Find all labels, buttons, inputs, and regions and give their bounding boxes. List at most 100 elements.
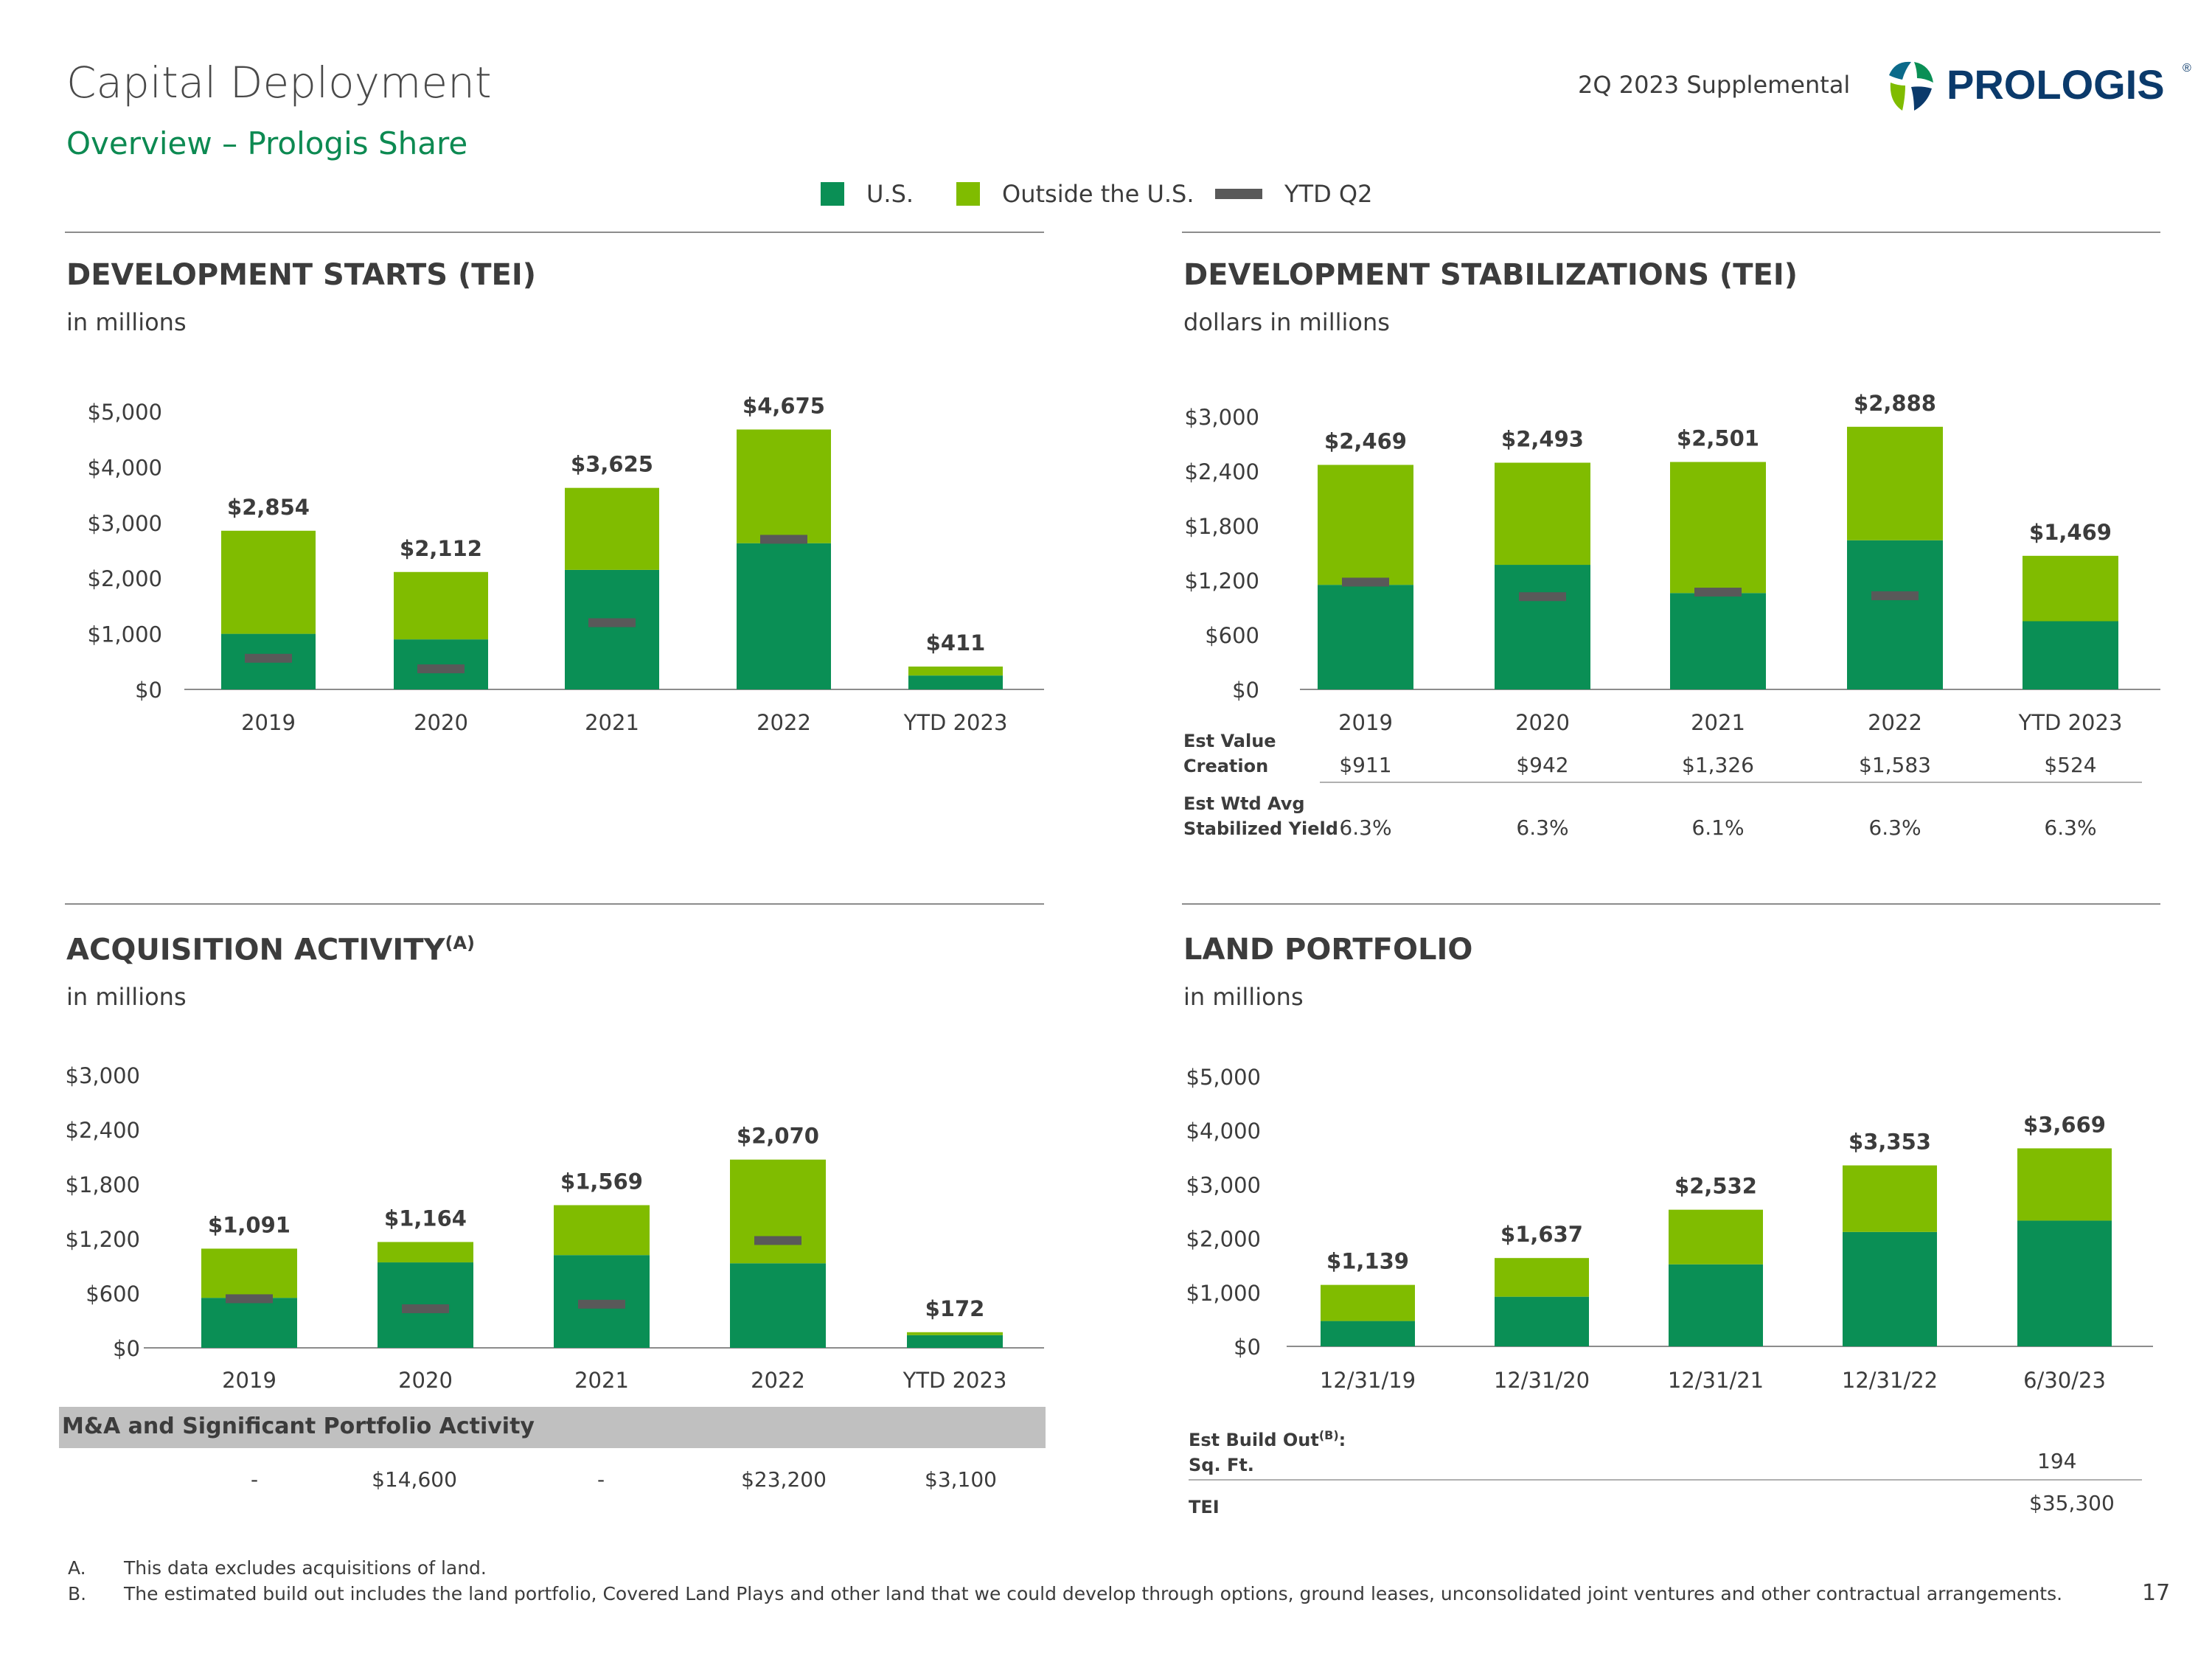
acq-units: in millions bbox=[66, 983, 187, 1011]
acq-ytick-label: $3,000 bbox=[66, 1063, 140, 1088]
land-ytick-label: $3,000 bbox=[1186, 1172, 1261, 1197]
dev_starts-bar-outside bbox=[908, 667, 1003, 676]
acq-category-label: YTD 2023 bbox=[902, 1368, 1007, 1393]
dev_stab-ytick-label: $3,000 bbox=[1185, 405, 1259, 430]
dev_stab-bar-outside bbox=[2023, 555, 2118, 622]
acq-bar-outside bbox=[378, 1242, 473, 1263]
stab-value-creation-cell: $911 bbox=[1339, 753, 1392, 777]
registered-mark: ® bbox=[2183, 62, 2191, 74]
legend-ytd: YTD Q2 bbox=[1215, 180, 1372, 208]
land-bar-us bbox=[1843, 1231, 1937, 1346]
dev_starts-total-label: $2,112 bbox=[400, 536, 482, 561]
acq-bar-outside bbox=[730, 1159, 826, 1264]
dev_stab-bar-outside bbox=[1318, 465, 1413, 585]
land-tei-value: $35,300 bbox=[2029, 1491, 2115, 1515]
acq-total-label: $2,070 bbox=[737, 1124, 819, 1149]
dev_stab-ytick-label: $1,200 bbox=[1185, 568, 1259, 594]
dev-stab-heading: DEVELOPMENT STABILIZATIONS (TEI) bbox=[1183, 258, 1798, 292]
acq-total-label: $1,569 bbox=[560, 1169, 643, 1194]
land-bar-us bbox=[1495, 1296, 1589, 1346]
dev_stab-bar-us bbox=[1495, 565, 1590, 689]
dev_starts-ytick-label: $5,000 bbox=[88, 400, 162, 425]
prologis-globe-icon bbox=[1886, 61, 1933, 111]
dev_starts-total-label: $4,675 bbox=[742, 394, 825, 419]
legend-outside: Outside the U.S. bbox=[956, 180, 1194, 208]
land-table-divider bbox=[1189, 1479, 2142, 1481]
footnote-b-text: The estimated build out includes the lan… bbox=[124, 1583, 2063, 1604]
page-title: Capital Deployment bbox=[66, 58, 492, 108]
land-ytick-label: $4,000 bbox=[1186, 1119, 1261, 1144]
land-bar-us bbox=[1669, 1264, 1763, 1346]
acq-ytick-label: $1,800 bbox=[66, 1172, 140, 1197]
land-units: in millions bbox=[1183, 983, 1304, 1011]
dev_stab-total-label: $2,493 bbox=[1501, 427, 1584, 452]
ma-activity-band bbox=[59, 1407, 1046, 1448]
section-rule-top-left bbox=[65, 232, 1044, 233]
land-sqft-value: 194 bbox=[2037, 1449, 2077, 1473]
land-bar-us bbox=[2017, 1220, 2112, 1346]
land-table-label-tei: TEI bbox=[1189, 1497, 1220, 1517]
dev_starts-ytd-marker bbox=[417, 664, 465, 674]
land-bar-outside bbox=[2017, 1148, 2112, 1221]
dev_starts-total-label: $2,854 bbox=[227, 495, 310, 520]
dev_starts-ytick-label: $2,000 bbox=[88, 566, 162, 591]
dev_stab-bar-outside bbox=[1847, 426, 1943, 540]
dev-starts-units: in millions bbox=[66, 308, 187, 336]
stab-yield-cell: 6.1% bbox=[1691, 815, 1745, 840]
land-bar-us bbox=[1321, 1321, 1415, 1346]
dev_stab-ytd-marker bbox=[1342, 577, 1389, 587]
dev_stab-ytick-label: $2,400 bbox=[1185, 459, 1259, 484]
ma-activity-cell: - bbox=[597, 1467, 605, 1492]
dev_starts-ytick-label: $0 bbox=[135, 678, 162, 703]
dev_stab-category-label: YTD 2023 bbox=[2018, 710, 2123, 735]
acq-category-label: 2019 bbox=[222, 1368, 276, 1393]
dev_starts-bar-outside bbox=[221, 530, 316, 634]
land-ytick-label: $0 bbox=[1234, 1335, 1261, 1360]
dev_starts-ytick-label: $3,000 bbox=[88, 511, 162, 536]
acq-total-label: $1,164 bbox=[384, 1206, 467, 1231]
dev_stab-total-label: $2,469 bbox=[1324, 428, 1407, 453]
acq-ytick-label: $2,400 bbox=[66, 1118, 140, 1143]
land-total-label: $3,353 bbox=[1848, 1130, 1931, 1155]
dev_stab-total-label: $2,501 bbox=[1677, 426, 1759, 451]
legend-us: U.S. bbox=[821, 180, 914, 208]
dev_starts-bar-us bbox=[565, 569, 659, 689]
dev_stab-ytd-marker bbox=[1871, 591, 1919, 600]
footnote-b-marker: B. bbox=[68, 1583, 87, 1604]
acq-ytd-marker bbox=[754, 1236, 801, 1245]
land-bar-outside bbox=[1843, 1165, 1937, 1232]
ma-activity-cell: $23,200 bbox=[741, 1467, 827, 1492]
dev_starts-category-label: 2020 bbox=[414, 710, 468, 735]
dev_stab-ytd-marker bbox=[1694, 588, 1742, 597]
land-ytick-label: $2,000 bbox=[1186, 1227, 1261, 1252]
land-ytick-label: $5,000 bbox=[1186, 1065, 1261, 1090]
dev_starts-ytd-marker bbox=[588, 618, 636, 627]
land-heading: LAND PORTFOLIO bbox=[1183, 933, 1473, 967]
stab-value-creation-cell: $1,326 bbox=[1682, 753, 1754, 777]
land-total-label: $1,139 bbox=[1326, 1249, 1409, 1274]
land-bar-outside bbox=[1669, 1209, 1763, 1265]
dev_starts-bar-outside bbox=[737, 429, 831, 543]
dev_starts-category-label: YTD 2023 bbox=[903, 710, 1008, 735]
dev_starts-total-label: $3,625 bbox=[571, 452, 653, 477]
dev_starts-ytick-label: $1,000 bbox=[88, 622, 162, 647]
stab-table-divider bbox=[1320, 782, 2142, 783]
land-category-label: 12/31/21 bbox=[1668, 1368, 1764, 1393]
stab-value-creation-cell: $524 bbox=[2044, 753, 2097, 777]
acq-ytd-marker bbox=[578, 1299, 625, 1309]
prologis-logo-text: PROLOGIS bbox=[1947, 61, 2165, 108]
land-total-label: $3,669 bbox=[2023, 1112, 2106, 1137]
dev_starts-bar-outside bbox=[394, 571, 488, 640]
dev_starts-bar-us bbox=[908, 675, 1003, 689]
dev_stab-bar-outside bbox=[1670, 462, 1766, 594]
dev_stab-total-label: $2,888 bbox=[1854, 391, 1936, 416]
section-rule-bottom-left bbox=[65, 903, 1044, 905]
land-category-label: 12/31/20 bbox=[1494, 1368, 1590, 1393]
land-category-label: 12/31/19 bbox=[1320, 1368, 1416, 1393]
dev_stab-ytd-marker bbox=[1519, 592, 1566, 602]
dev_starts-bar-us bbox=[394, 639, 488, 689]
legend-outside-swatch bbox=[956, 182, 980, 206]
legend-ytd-label: YTD Q2 bbox=[1284, 180, 1373, 208]
stab-yield-cell: 6.3% bbox=[2044, 815, 2097, 840]
